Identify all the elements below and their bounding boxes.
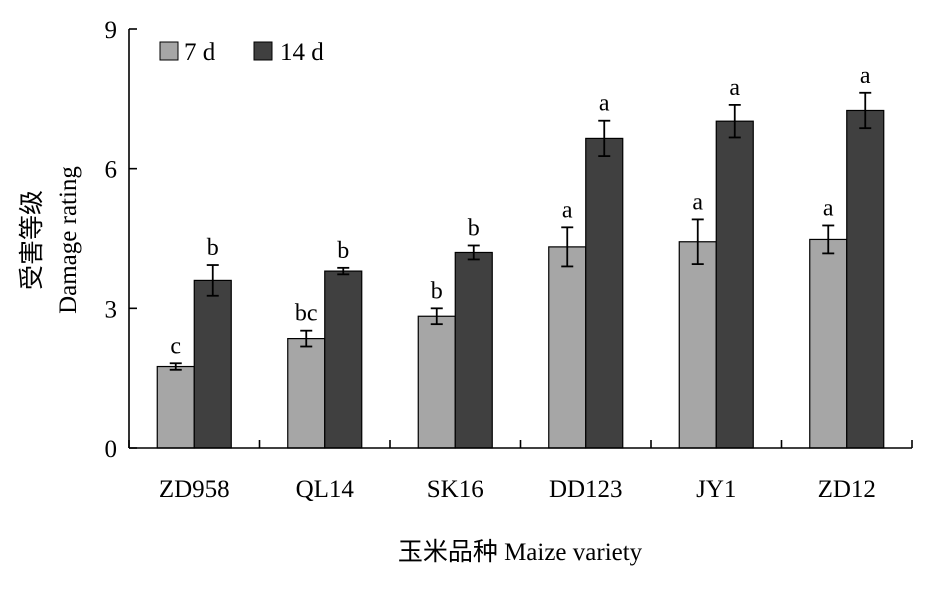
bar-14d-DD123 — [585, 137, 624, 449]
x-tick-label: DD123 — [549, 476, 623, 503]
error-bar-14d-DD123 — [598, 119, 611, 157]
y-tick-label: 3 — [105, 296, 118, 323]
error-bar-7d-ZD958 — [169, 362, 182, 371]
legend-swatch-14d — [253, 41, 273, 61]
x-tick-label: ZD12 — [818, 476, 876, 503]
y-axis-title-en: Damage rating — [55, 166, 82, 314]
error-bar-14d-ZD958 — [206, 264, 219, 297]
bar-7d-ZD12 — [809, 238, 848, 449]
sig-label-7d-ZD12: a — [823, 195, 834, 221]
error-bar-14d-QL14 — [337, 266, 350, 276]
bar-7d-DD123 — [548, 246, 587, 449]
y-axis-title-cn: 受害等级 — [18, 190, 46, 290]
sig-label-14d-QL14: b — [337, 238, 349, 264]
sig-label-14d-ZD12: a — [860, 63, 871, 89]
x-axis-title: 玉米品种 Maize variety — [398, 538, 643, 566]
error-bar-14d-JY1 — [728, 103, 741, 139]
bar-7d-SK16 — [417, 315, 456, 449]
bars-layer: c b bc b b b a a a a a a — [156, 63, 885, 449]
sig-label-7d-DD123: a — [562, 197, 573, 223]
sig-label-7d-QL14: bc — [295, 301, 318, 327]
sig-label-14d-DD123: a — [599, 91, 610, 117]
bar-14d-ZD958 — [193, 279, 232, 449]
x-tick-label: SK16 — [427, 476, 484, 503]
error-bar-7d-JY1 — [691, 218, 704, 266]
bar-7d-ZD958 — [156, 365, 195, 449]
bar-14d-ZD12 — [846, 109, 885, 449]
axes-layer — [128, 29, 912, 449]
legend-swatch-7d — [159, 41, 179, 61]
x-tick-label: ZD958 — [159, 476, 230, 503]
error-bar-7d-QL14 — [300, 329, 313, 348]
y-tick-label: 9 — [105, 17, 118, 44]
bar-7d-QL14 — [287, 337, 326, 449]
ticks-layer: 0 3 6 9 ZD958 QL14 SK16 DD123 JY1 ZD12 — [105, 17, 913, 503]
sig-label-14d-ZD958: b — [207, 235, 219, 261]
bar-14d-SK16 — [454, 251, 493, 449]
legend-label-14d: 14 d — [280, 39, 324, 66]
sig-label-14d-JY1: a — [729, 75, 740, 101]
bar-14d-QL14 — [324, 270, 363, 449]
sig-label-7d-SK16: b — [431, 278, 443, 304]
x-tick-label: QL14 — [296, 476, 355, 503]
error-bar-14d-ZD12 — [859, 91, 872, 130]
sig-label-14d-SK16: b — [468, 215, 480, 241]
sig-label-7d-ZD958: c — [170, 333, 181, 359]
bar-7d-JY1 — [678, 241, 717, 449]
y-tick-label: 6 — [105, 157, 118, 184]
x-tick-label: JY1 — [696, 476, 736, 503]
error-bar-7d-ZD12 — [822, 224, 835, 255]
sig-label-7d-JY1: a — [692, 189, 703, 215]
error-bar-7d-DD123 — [561, 226, 574, 268]
error-bar-7d-SK16 — [430, 307, 443, 326]
y-tick-label: 0 — [105, 436, 118, 463]
legend-label-7d: 7 d — [184, 39, 216, 66]
bar-14d-JY1 — [715, 120, 754, 449]
legend: 7 d 14 d — [159, 39, 324, 66]
error-bar-14d-SK16 — [467, 244, 480, 261]
